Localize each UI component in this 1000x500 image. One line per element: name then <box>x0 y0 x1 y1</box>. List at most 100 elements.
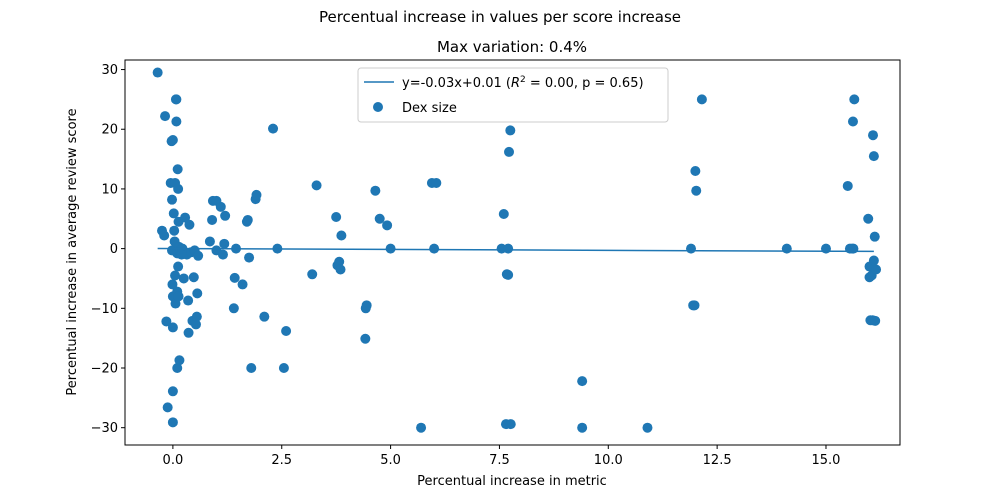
scatter-point-75 <box>278 363 289 373</box>
scatter-point-101 <box>505 125 516 136</box>
scatter-point-78 <box>311 180 322 191</box>
scatter-point-15 <box>167 134 178 145</box>
x-tick-label-4: 10.0 <box>594 453 623 468</box>
scatter-point-76 <box>281 325 292 336</box>
scatter-point-129 <box>868 151 879 162</box>
scatter-point-118 <box>847 116 858 127</box>
scatter-point-131 <box>870 315 881 326</box>
x-tick-label-0: 0.0 <box>163 453 184 468</box>
scatter-point-0 <box>152 67 163 78</box>
scatter-point-99 <box>503 243 514 254</box>
regression-line <box>157 247 874 253</box>
scatter-point-102 <box>503 269 514 280</box>
scatter-point-127 <box>868 130 879 141</box>
scatter-point-84 <box>360 333 371 344</box>
scatter-point-91 <box>416 422 427 433</box>
scatter-point-96 <box>498 209 509 219</box>
scatter-point-90 <box>385 243 396 254</box>
x-axis-ticks: 0.0 2.5 5.0 7.5 10.0 12.5 15.0 <box>163 445 840 468</box>
y-tick-label-1: −20 <box>91 362 118 377</box>
legend-line-label-r: R <box>511 76 520 91</box>
y-tick-label-4: 10 <box>101 182 118 197</box>
scatter-point-111 <box>691 185 702 196</box>
y-tick-label-5: 20 <box>101 123 118 138</box>
scatter-point-34 <box>174 355 185 366</box>
scatter-point-14 <box>167 417 178 428</box>
x-tick-label-3: 7.5 <box>489 453 510 468</box>
scatter-point-79 <box>331 211 342 222</box>
scatter-point-82 <box>335 264 346 275</box>
scatter-point-52 <box>193 250 204 261</box>
scatter-point-113 <box>781 243 792 254</box>
y-tick-label-0: −30 <box>91 421 118 436</box>
scatter-point-28 <box>172 164 183 175</box>
y-tick-label-6: 30 <box>101 63 118 78</box>
scatter-point-100 <box>504 146 515 157</box>
scatter-point-17 <box>169 225 180 236</box>
scatter-point-2 <box>159 230 170 241</box>
scatter-point-60 <box>219 238 230 249</box>
scatter-point-103 <box>505 419 516 430</box>
scatter-point-86 <box>361 300 372 311</box>
scatter-point-27 <box>172 363 183 373</box>
scatter-point-30 <box>173 261 184 272</box>
scatter-point-16 <box>168 208 179 219</box>
scatter-point-83 <box>336 230 347 241</box>
scatter-point-88 <box>374 213 385 224</box>
scatter-point-29 <box>173 183 184 194</box>
scatter-point-119 <box>849 94 860 105</box>
scatter-point-39 <box>178 273 189 284</box>
scatter-point-10 <box>167 279 178 290</box>
y-axis-ticks: −30 −20 −10 0 10 20 30 <box>91 63 125 436</box>
scatter-point-4 <box>161 316 172 327</box>
x-axis-label: Percentual increase in metric <box>417 474 607 489</box>
y-axis-label: Percentual increase in average review sc… <box>65 108 80 395</box>
scatter-point-69 <box>246 363 257 373</box>
scatter-point-132 <box>871 264 882 275</box>
legend-scatter-swatch <box>373 102 383 112</box>
plot-frame <box>124 59 901 446</box>
scatter-point-49 <box>190 319 201 330</box>
scatter-point-61 <box>220 210 231 221</box>
scatter-point-73 <box>268 123 279 134</box>
scatter-point-24 <box>171 116 182 127</box>
scatter-point-59 <box>217 249 228 260</box>
scatter-point-44 <box>184 219 195 230</box>
scatter-point-104 <box>577 376 588 387</box>
scatter-point-87 <box>370 185 381 196</box>
scatter-point-8 <box>167 194 178 205</box>
scatter-point-32 <box>173 291 184 302</box>
scatter-point-72 <box>259 311 270 322</box>
legend-scatter-label: Dex size <box>402 101 457 116</box>
scatter-point-94 <box>429 243 440 254</box>
scatter-point-67 <box>242 214 253 225</box>
scatter-point-77 <box>307 269 318 280</box>
scatter-point-71 <box>251 189 262 200</box>
scatter-point-50 <box>191 311 202 322</box>
legend-line-label: y=-0.03x+0.01 (R2 = 0.00, p = 0.65) <box>402 75 644 91</box>
scatter-point-58 <box>215 201 226 212</box>
scatter-point-13 <box>167 386 178 397</box>
scatter-point-47 <box>188 272 199 283</box>
scatter-point-63 <box>229 272 240 283</box>
scatter-point-12 <box>167 322 178 333</box>
legend-line-label-part-1: y=-0.03x+0.01 ( <box>402 76 511 91</box>
scatter-point-53 <box>204 236 215 247</box>
x-tick-label-2: 5.0 <box>380 453 401 468</box>
scatter-point-114 <box>820 243 831 254</box>
plot-marks <box>152 67 882 433</box>
scatter-point-3 <box>160 111 171 122</box>
legend-line-label-part-2: = 0.00, p = 0.65) <box>526 76 644 91</box>
scatter-point-107 <box>686 243 697 254</box>
scatter-point-40 <box>180 212 191 223</box>
scatter-point-130 <box>869 231 880 242</box>
scatter-point-109 <box>689 300 700 311</box>
legend-box <box>357 67 669 123</box>
scatter-point-42 <box>183 295 194 306</box>
scatter-point-115 <box>842 180 853 191</box>
scatter-point-110 <box>690 166 701 177</box>
scatter-point-51 <box>192 288 203 299</box>
scatter-point-120 <box>848 243 859 254</box>
scatter-point-89 <box>382 220 393 231</box>
